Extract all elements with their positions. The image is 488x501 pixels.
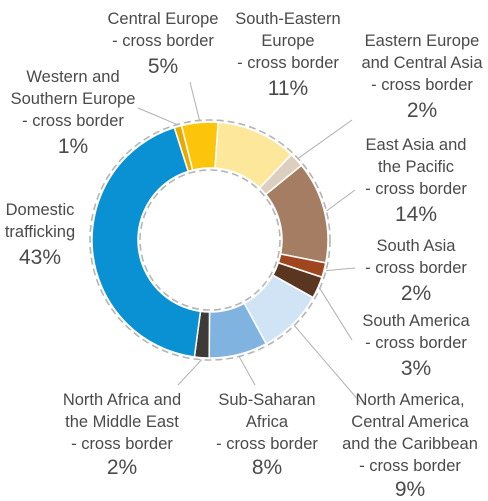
label-south-asia: South Asia - cross border 2% [365, 237, 467, 305]
leader-lines [137, 81, 361, 403]
label-western-southern-europe: Western and Southern Europe - cross bord… [11, 68, 136, 158]
label-line: East Asia and [366, 136, 467, 154]
slice-percent: 2% [107, 456, 137, 479]
label-line: Sub-Saharan [218, 391, 315, 409]
leader-line [137, 107, 178, 125]
label-north-africa-middle-east: North Africa and the Middle East - cross… [63, 391, 181, 479]
label-line: the Pacific [378, 158, 454, 176]
donut-ring [89, 119, 331, 361]
slice-percent: 1% [58, 135, 88, 158]
label-south-america: South America - cross border 3% [362, 312, 470, 380]
leader-line [319, 288, 353, 341]
label-line: - cross border [22, 112, 124, 130]
label-line: North America, [355, 391, 464, 409]
label-line: South America [362, 312, 470, 330]
slice-percent: 5% [148, 55, 178, 78]
label-line: Central Europe [108, 10, 219, 28]
label-line: Southern Europe [11, 90, 136, 108]
donut-slice [91, 126, 202, 358]
label-line: - cross border [71, 435, 173, 453]
label-line: - cross border [216, 435, 318, 453]
slice-percent: 11% [268, 77, 308, 100]
label-line: Domestic [6, 201, 75, 219]
donut-ring [139, 169, 281, 311]
slice-percent: 14% [395, 203, 437, 226]
label-line: - cross border [365, 334, 467, 352]
leader-line [189, 81, 201, 121]
label-line: - cross border [237, 54, 339, 72]
label-line: Africa [246, 413, 289, 431]
label-line: and the Caribbean [342, 435, 478, 453]
label-central-europe: Central Europe - cross border 5% [108, 10, 219, 78]
leader-line [325, 267, 356, 272]
label-line: Western and [26, 68, 119, 86]
label-line: - cross border [365, 259, 467, 277]
label-line: trafficking [5, 223, 75, 241]
label-line: - cross border [371, 76, 473, 94]
label-eastern-europe-central-asia: Eastern Europe and Central Asia - cross … [361, 32, 483, 122]
label-line: the Middle East [65, 413, 179, 431]
slice-percent: 8% [252, 456, 282, 479]
leader-line [238, 356, 256, 386]
label-line: - cross border [365, 180, 467, 198]
leader-line [297, 119, 353, 159]
label-line: Central America [351, 413, 469, 431]
label-north-central-america-caribbean: North America, Central America and the C… [342, 391, 478, 501]
leader-line [326, 189, 356, 212]
leader-line [293, 325, 361, 403]
slice-percent: 9% [395, 478, 425, 501]
label-line: North Africa and [63, 391, 181, 409]
slice-percent: 2% [401, 282, 431, 305]
label-sub-saharan-africa: Sub-Saharan Africa - cross border 8% [216, 391, 318, 479]
donut-slices [89, 119, 331, 361]
label-line: - cross border [112, 32, 214, 50]
label-east-asia-pacific: East Asia and the Pacific - cross border… [365, 136, 467, 226]
label-line: South-Eastern [235, 10, 340, 28]
slice-percent: 3% [401, 357, 431, 380]
donut-slice [173, 124, 194, 173]
slice-percent: 2% [407, 99, 437, 122]
label-line: South Asia [377, 237, 457, 255]
label-line: - cross border [359, 457, 461, 475]
leader-line [177, 359, 202, 386]
label-line: Eastern Europe [365, 32, 480, 50]
label-line: Europe [261, 32, 314, 50]
label-line: and Central Asia [361, 54, 483, 72]
slice-percent: 43% [19, 246, 61, 269]
label-domestic-trafficking: Domestic trafficking 43% [5, 201, 75, 269]
label-south-eastern-europe: South-Eastern Europe - cross border 11% [235, 10, 340, 100]
